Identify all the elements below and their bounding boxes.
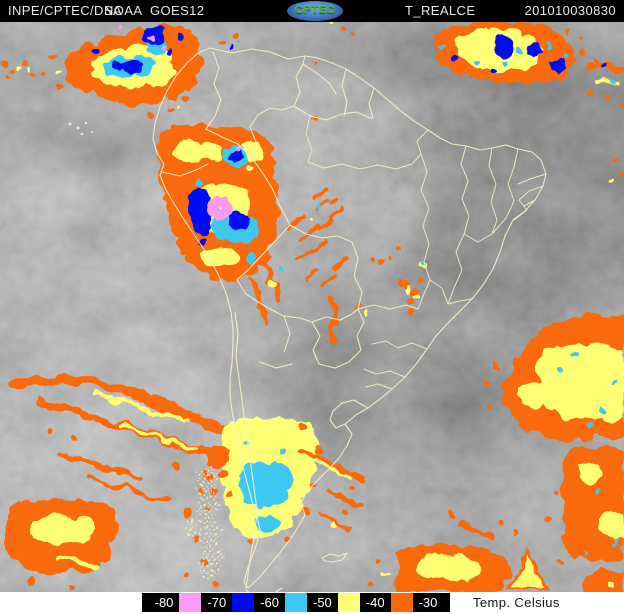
cptec-logo-text: CPTEC: [295, 4, 335, 16]
legend-label-30: -30: [418, 595, 438, 610]
legend-label-40: -40: [365, 595, 385, 610]
legend-label-50: -50: [313, 595, 332, 610]
legend-bar: -80 -70 -60 -50 -40 -30 Temp. Celsius: [0, 592, 624, 614]
product-label: T_REALCE: [405, 3, 476, 18]
legend-label-80: -80: [154, 595, 174, 610]
legend-label-70: -70: [207, 595, 227, 610]
legend-label-60: -60: [260, 595, 279, 610]
header-bar: INPE/CPTEC/DSA NOAA GOES12 CPTEC T_REALC…: [0, 0, 624, 22]
agency-label: INPE/CPTEC/DSA: [8, 3, 122, 18]
galapagos-islands: [68, 121, 94, 136]
legend-swatch-pink: [179, 593, 202, 612]
satellite-map: [0, 22, 624, 592]
cptec-logo: CPTEC: [287, 1, 343, 21]
satellite-map-svg: [0, 22, 624, 592]
legend-swatch-orange: [390, 593, 413, 612]
timestamp-label: 201010030830: [524, 3, 616, 18]
convection-overlay: [1, 22, 624, 592]
country-borders: [152, 47, 547, 592]
legend-swatch-blue: [232, 593, 255, 612]
state-borders: [305, 115, 547, 390]
temperature-scale: -80 -70 -60 -50 -40 -30: [142, 593, 450, 612]
legend-title: Temp. Celsius: [473, 595, 560, 610]
coastline: [152, 47, 547, 589]
patagonia-speckle: [184, 466, 226, 582]
network-label: NOAA: [104, 3, 143, 18]
legend-swatch-yellow: [337, 593, 360, 612]
satellite-label: GOES12: [150, 3, 205, 18]
legend-swatch-cyan: [285, 593, 307, 612]
